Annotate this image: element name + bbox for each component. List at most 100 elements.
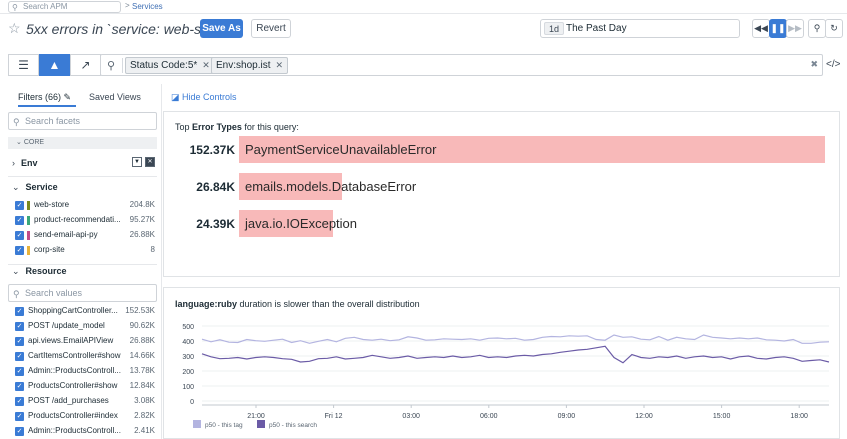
pause-icon[interactable]: ❚❚ — [769, 19, 787, 38]
error-type-name: java.io.IOException — [245, 216, 358, 231]
x-tick-label: 12:00 — [635, 413, 653, 420]
code-view-icon[interactable]: </> — [826, 59, 841, 70]
remove-chip-icon[interactable]: ✕ — [202, 60, 210, 70]
facet-row-resource[interactable]: ✓ CartItemsController#show 14.66K — [8, 350, 157, 364]
legend-label[interactable]: p50 - this tag — [205, 422, 243, 429]
hide-controls-link[interactable]: ◪ Hide Controls — [171, 92, 237, 102]
service-color-swatch — [27, 231, 30, 240]
zoom-icon[interactable]: ⚲ — [808, 19, 826, 38]
facet-row-resource[interactable]: ✓ ProductsController#show 12.84K — [8, 380, 157, 394]
core-section-header[interactable]: ⌄ CORE — [8, 137, 157, 149]
refresh-icon[interactable]: ↻ — [825, 19, 843, 38]
checkbox-checked-icon[interactable]: ✓ — [15, 201, 24, 210]
chevron-down-icon: ⌄ — [12, 266, 20, 276]
forward-icon[interactable]: ▶▶ — [786, 19, 804, 38]
legend-swatch — [193, 420, 201, 428]
facet-group-env[interactable]: › Env — [12, 158, 38, 168]
facet-row-label: POST /update_model — [28, 321, 105, 330]
facet-row-service[interactable]: ✓ send-email-api-py 26.88K — [8, 229, 157, 243]
clear-query-icon[interactable]: ✖ — [810, 59, 818, 69]
checkbox-checked-icon[interactable]: ✓ — [15, 307, 24, 316]
facet-group-resource[interactable]: ⌄ Resource — [12, 266, 67, 276]
facet-row-label: POST /add_purchases — [28, 396, 109, 405]
x-tick-label: 06:00 — [480, 413, 498, 420]
chevron-down-icon: ⌄ — [16, 139, 22, 146]
star-icon[interactable]: ☆ — [8, 20, 21, 36]
chevron-down-icon: ⌄ — [12, 182, 20, 192]
hide-controls-icon: ◪ — [171, 92, 180, 102]
facet-row-resource[interactable]: ✓ POST /add_purchases 3.08K — [8, 395, 157, 409]
checkbox-checked-icon[interactable]: ✓ — [15, 367, 24, 376]
edit-pencil-icon[interactable]: ✎ — [63, 92, 72, 102]
service-color-swatch — [27, 246, 30, 255]
facet-row-count: 2.82K — [134, 411, 155, 420]
sidebar-divider — [161, 84, 162, 439]
facet-row-resource[interactable]: ✓ api.views.EmailAPIView 26.88K — [8, 335, 157, 349]
latency-panel: language:ruby duration is slower than th… — [163, 287, 840, 439]
query-chip-status-code[interactable]: Status Code:5* ✕ — [125, 57, 215, 74]
x-tick-label: 09:00 — [558, 413, 576, 420]
list-view-icon[interactable]: ☰ — [8, 54, 39, 76]
checkbox-checked-icon[interactable]: ✓ — [15, 382, 24, 391]
checkbox-checked-icon[interactable]: ✓ — [15, 246, 24, 255]
facet-row-resource[interactable]: ✓ ProductsController#index 2.82K — [8, 410, 157, 424]
facet-row-resource[interactable]: ✓ Admin::ProductsControll... 2.41K — [8, 425, 157, 439]
checkbox-checked-icon[interactable]: ✓ — [15, 412, 24, 421]
query-input[interactable]: ⚲ Status Code:5* ✕ Env:shop.ist ✕ ✖ — [100, 54, 823, 76]
time-range-selector[interactable]: 1d The Past Day — [540, 19, 740, 38]
breadcrumb-services[interactable]: Services — [132, 2, 163, 11]
env-filter-remove-icon[interactable]: ✕ — [145, 157, 155, 167]
facet-row-label: Admin::ProductsControll... — [28, 366, 121, 375]
facet-row-count: 8 — [150, 245, 155, 254]
rewind-icon[interactable]: ◀◀ — [752, 19, 770, 38]
checkbox-checked-icon[interactable]: ✓ — [15, 427, 24, 436]
facet-row-count: 152.53K — [125, 306, 155, 315]
facet-group-service[interactable]: ⌄ Service — [12, 182, 58, 192]
facet-row-resource[interactable]: ✓ Admin::ProductsControll... 13.78K — [8, 365, 157, 379]
error-type-row[interactable]: 24.39K java.io.IOException — [164, 210, 841, 238]
query-divider — [122, 58, 123, 73]
facet-row-resource[interactable]: ✓ ShoppingCartController... 152.53K — [8, 305, 157, 319]
latency-line-chart: 0 100 200 300 400 500 21:00 Fri 12 03:00 06:00 09:… — [182, 324, 830, 429]
search-icon: ⚲ — [13, 289, 20, 299]
insights-view-icon[interactable]: ▲ — [39, 54, 70, 76]
remove-chip-icon[interactable]: ✕ — [275, 60, 284, 70]
latency-heading: language:ruby duration is slower than th… — [175, 299, 420, 309]
checkbox-checked-icon[interactable]: ✓ — [15, 352, 24, 361]
facet-row-count: 95.27K — [129, 215, 155, 224]
tab-filters[interactable]: Filters (66) ✎ — [18, 92, 72, 102]
env-filter-dropdown-icon[interactable]: ▼ — [132, 157, 142, 167]
error-type-count: 26.84K — [196, 180, 235, 194]
timeseries-view-icon[interactable]: ↗ — [70, 54, 101, 76]
facet-row-service[interactable]: ✓ web-store 204.8K — [8, 199, 157, 213]
checkbox-checked-icon[interactable]: ✓ — [15, 322, 24, 331]
facet-row-label: ProductsController#show — [28, 381, 118, 390]
facet-search-input[interactable]: ⚲ Search facets — [8, 112, 157, 130]
checkbox-checked-icon[interactable]: ✓ — [15, 216, 24, 225]
error-type-bar — [239, 136, 825, 163]
facet-row-count: 90.62K — [129, 321, 155, 330]
facet-row-resource[interactable]: ✓ POST /update_model 90.62K — [8, 320, 157, 334]
y-tick-label: 200 — [182, 369, 194, 376]
search-apm-input[interactable]: ⚲ Search APM — [8, 1, 121, 13]
facet-row-service[interactable]: ✓ product-recommendati... 95.27K — [8, 214, 157, 228]
checkbox-checked-icon[interactable]: ✓ — [15, 397, 24, 406]
error-types-heading: Top Error Types for this query: — [175, 122, 299, 132]
time-range-badge: 1d — [544, 22, 565, 35]
facet-row-label: corp-site — [34, 245, 65, 254]
query-chip-env[interactable]: Env:shop.ist ✕ — [211, 57, 289, 74]
facet-row-label: Admin::ProductsControll... — [28, 426, 121, 435]
save-as-button[interactable]: Save As — [200, 19, 243, 38]
checkbox-checked-icon[interactable]: ✓ — [15, 337, 24, 346]
legend-label[interactable]: p50 - this search — [269, 422, 317, 429]
resource-search-input[interactable]: ⚲ Search values — [8, 284, 157, 302]
facet-row-label: web-store — [34, 200, 70, 209]
error-type-row[interactable]: 26.84K emails.models.DatabaseError — [164, 173, 841, 201]
facet-row-service[interactable]: ✓ corp-site 8 — [8, 244, 157, 258]
time-range-label: The Past Day — [566, 23, 627, 34]
checkbox-checked-icon[interactable]: ✓ — [15, 231, 24, 240]
tab-saved-views[interactable]: Saved Views — [89, 92, 141, 102]
error-type-row[interactable]: 152.37K PaymentServiceUnavailableError — [164, 136, 841, 164]
error-type-name: emails.models.DatabaseError — [245, 179, 417, 194]
revert-button[interactable]: Revert — [251, 19, 291, 38]
